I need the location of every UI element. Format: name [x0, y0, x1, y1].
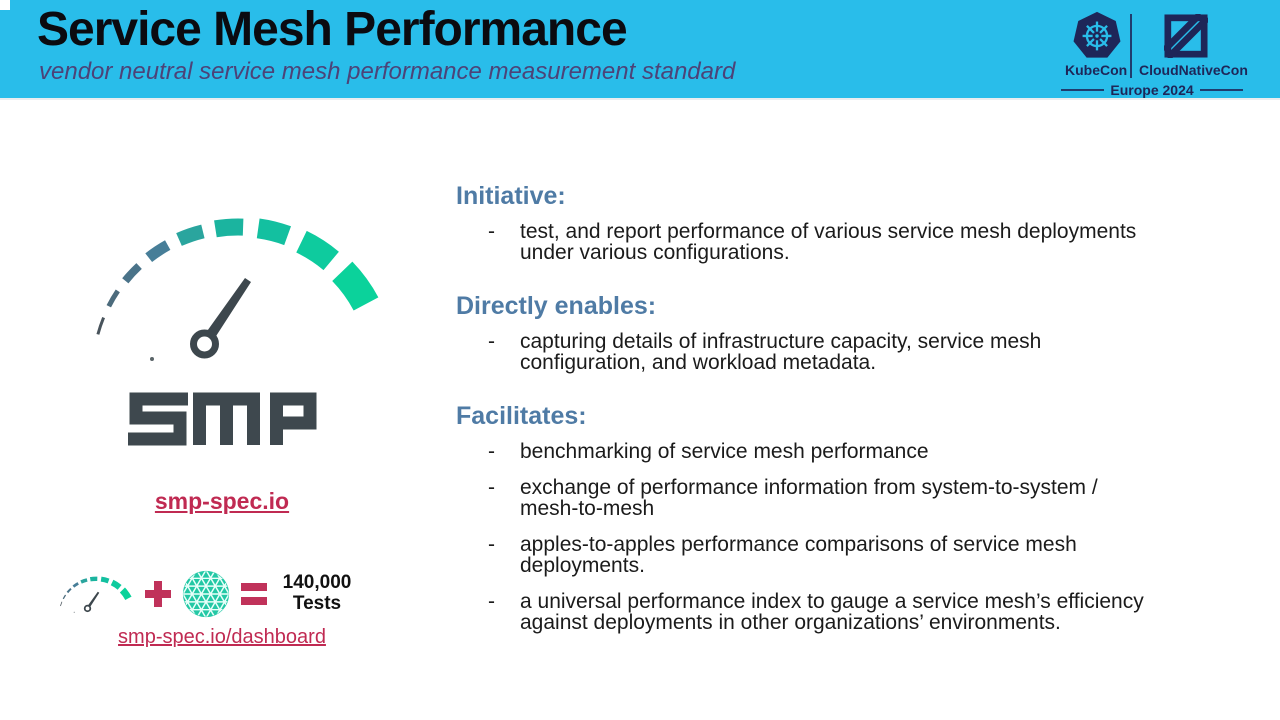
cncf-square-icon: [1164, 14, 1208, 58]
bullet-text: exchange of performance information from…: [520, 476, 1098, 520]
plus-icon: [145, 581, 171, 607]
mesh-sphere-icon: [182, 570, 230, 618]
cloudnativecon-label: CloudNativeCon: [1139, 62, 1248, 78]
smp-wordmark: [128, 392, 317, 446]
equals-icon: [241, 583, 267, 605]
section-facilitates: Facilitates: - benchmarking of service m…: [456, 402, 1240, 634]
bullet-text: apples-to-apples performance comparisons…: [520, 533, 1077, 577]
header-band: Service Mesh Performance vendor neutral …: [0, 0, 1280, 100]
bullet-dash: -: [488, 440, 495, 463]
tests-count: 140,000: [282, 572, 352, 594]
bullet-text: a universal performance index to gauge a…: [520, 590, 1144, 634]
section-initiative: Initiative: - test, and report performan…: [456, 182, 1240, 264]
mini-gauge-icon: [58, 575, 134, 613]
bullet-text: capturing details of infrastructure capa…: [520, 330, 1042, 374]
tests-unit: Tests: [292, 593, 342, 614]
bullet-text: benchmarking of service mesh performance: [520, 440, 929, 463]
corner-artifact: [0, 0, 10, 10]
bullet-dash: -: [488, 220, 495, 243]
list-item: - benchmarking of service mesh performan…: [456, 441, 1240, 462]
section-heading: Initiative:: [456, 182, 566, 210]
kubecon-label: KubeCon: [1065, 62, 1128, 78]
list-item: - exchange of performance information fr…: [456, 477, 1240, 519]
section-heading: Directly enables:: [456, 292, 657, 320]
edition-text: Europe 2024: [1110, 82, 1194, 98]
list-item: - apples-to-apples performance compariso…: [456, 534, 1240, 576]
spec-link[interactable]: smp-spec.io: [154, 488, 290, 514]
list-item: - test, and report performance of variou…: [456, 221, 1240, 263]
event-badge: KubeCon CloudNativeCon Europe 2024: [1061, 6, 1248, 98]
slide-title: Service Mesh Performance: [37, 3, 628, 56]
edition-line-right: [1199, 89, 1244, 91]
edition-line-left: [1061, 89, 1105, 91]
tests-equation: 140,000 Tests: [58, 569, 358, 619]
content-sections: Initiative: - test, and report performan…: [456, 183, 1240, 663]
dashboard-link[interactable]: smp-spec.io/dashboard: [118, 626, 326, 648]
bullet-dash: -: [488, 590, 495, 613]
list-item: - a universal performance index to gauge…: [456, 591, 1240, 633]
helm-wheel-icon: [1073, 11, 1121, 58]
logo-divider: [1130, 14, 1132, 78]
section-heading: Facilitates:: [456, 402, 587, 430]
event-edition: Europe 2024: [1061, 82, 1244, 98]
bullet-dash: -: [488, 330, 495, 353]
slide-subtitle: vendor neutral service mesh performance …: [39, 58, 736, 85]
section-directly-enables: Directly enables: - capturing details of…: [456, 292, 1240, 374]
list-item: - capturing details of infrastructure ca…: [456, 331, 1240, 373]
bullet-dash: -: [488, 476, 495, 499]
speedometer-gauge-icon: [88, 212, 388, 362]
tests-result: 140,000 Tests: [278, 572, 356, 615]
bullet-text: test, and report performance of various …: [520, 220, 1137, 264]
bullet-dash: -: [488, 533, 495, 556]
